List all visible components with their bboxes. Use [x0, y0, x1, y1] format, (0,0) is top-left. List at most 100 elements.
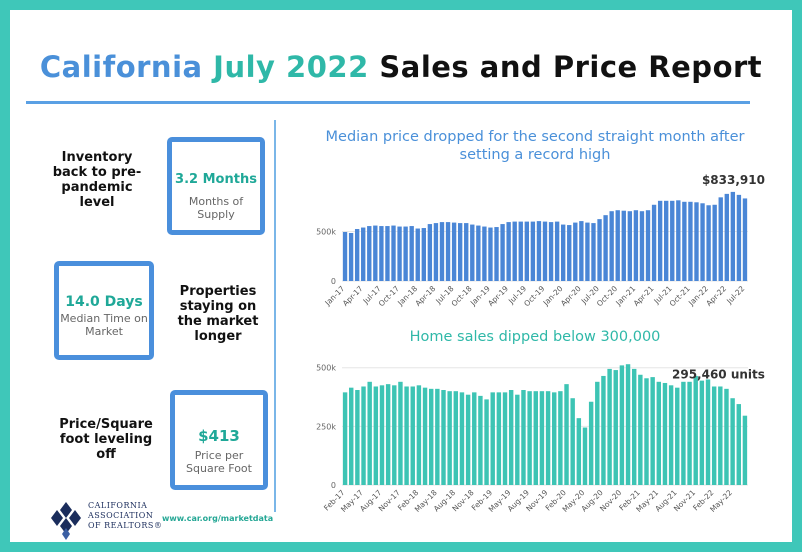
price-bar: [397, 226, 402, 281]
price-bar: [445, 222, 451, 281]
title-part-date: July 2022: [213, 50, 369, 84]
sales-bar: [459, 392, 465, 485]
sales-bar: [422, 387, 428, 485]
price-bar: [621, 210, 626, 281]
sales-bar: [453, 391, 459, 485]
inventory-label: Inventory back to pre-pandemic level: [52, 150, 142, 210]
days-on-market-value: 14.0 Days: [65, 294, 143, 310]
sales-bar: [693, 375, 698, 485]
price-bar: [615, 210, 620, 281]
sales-bar: [662, 382, 668, 485]
months-supply-value: 3.2 Months: [175, 172, 257, 187]
sales-bar: [570, 398, 575, 485]
logo-text: CALIFORNIA ASSOCIATION OF REALTORS®: [88, 501, 162, 531]
price-bar: [742, 198, 748, 281]
price-bar: [639, 211, 645, 281]
sales-bar: [558, 391, 563, 485]
price-sqft-value: $413: [198, 427, 240, 445]
price-bar: [736, 194, 742, 281]
sales-bar: [361, 386, 366, 485]
price-bar: [451, 222, 457, 281]
sales-bar: [681, 381, 686, 485]
sales-bar: [668, 385, 674, 485]
price-ytick-label: 500k: [316, 228, 336, 237]
sales-bar: [515, 394, 520, 485]
price-bar: [627, 211, 633, 281]
sales-bar: [742, 415, 748, 485]
price-bar: [439, 222, 445, 281]
price-sqft-caption: Price per Square Foot: [186, 449, 252, 475]
sales-bar: [730, 398, 735, 485]
price-bar: [597, 219, 602, 281]
price-bar: [506, 222, 511, 281]
price-bar: [609, 211, 614, 281]
price-bar: [415, 228, 420, 281]
sales-bar: [373, 386, 379, 485]
price-bar: [712, 204, 717, 281]
price-bar: [548, 222, 554, 281]
sales-bar: [724, 388, 729, 485]
sales-bar: [490, 392, 495, 485]
sales-bar: [465, 394, 471, 485]
price-bar: [536, 221, 542, 281]
sales-bar: [582, 427, 588, 485]
market-time-label: Properties staying on the market longer: [177, 284, 259, 344]
price-bar: [391, 225, 396, 281]
price-ytick-label: 0: [331, 277, 336, 286]
sales-bar: [650, 377, 655, 485]
website-link[interactable]: www.car.org/marketdata: [162, 514, 274, 523]
price-bar: [457, 223, 463, 281]
sales-bar: [502, 392, 508, 485]
logo-line-3: OF REALTORS®: [88, 521, 163, 530]
sales-bar: [447, 391, 452, 485]
price-bar: [403, 226, 408, 281]
sales-bar: [441, 390, 446, 485]
sales-bar: [379, 385, 385, 485]
sales-bar: [699, 380, 705, 485]
price-bar: [524, 221, 530, 281]
price-bar: [494, 227, 499, 281]
sales-bar: [644, 378, 649, 485]
price-bar: [706, 205, 711, 281]
sales-bar: [595, 381, 600, 485]
price-chart-title: Median price dropped for the second stra…: [325, 129, 745, 163]
months-supply-card: 3.2 Months Months of Supply: [167, 137, 265, 235]
price-bar: [433, 223, 439, 281]
price-bar: [482, 226, 487, 281]
title-part-report: Sales and Price Report: [368, 50, 763, 84]
price-bar: [573, 222, 578, 281]
sales-chart-title: Home sales dipped below 300,000: [409, 329, 661, 345]
price-bar: [724, 193, 729, 281]
sales-bar: [705, 379, 711, 485]
sales-bar: [496, 392, 502, 485]
price-bar: [373, 225, 378, 281]
sales-bar: [385, 384, 391, 485]
price-bar: [476, 225, 481, 281]
sales-bar: [711, 386, 717, 485]
sales-bar: [410, 386, 415, 485]
car-logo: [51, 502, 81, 540]
price-bar: [657, 200, 663, 281]
sales-ytick-label: 250k: [316, 422, 336, 431]
sales-bar: [552, 392, 557, 485]
price-bar: [488, 227, 493, 281]
sales-bar: [607, 368, 612, 485]
sales-bar: [398, 381, 403, 485]
realtor-emblem-icon: [51, 502, 81, 540]
sales-bar: [349, 387, 354, 485]
sales-bar: [638, 374, 643, 485]
sales-bar: [508, 390, 514, 485]
price-bar: [464, 223, 469, 281]
price-annotation: $833,910: [702, 173, 765, 187]
column-divider: [274, 120, 276, 512]
page-title: California July 2022 Sales and Price Rep…: [10, 50, 792, 84]
price-bar: [554, 221, 560, 281]
sales-bar: [625, 364, 631, 485]
sales-bar: [484, 399, 489, 485]
sales-bar: [416, 385, 422, 485]
price-bar: [500, 224, 505, 281]
price-bar: [530, 221, 536, 281]
sales-bar: [564, 384, 569, 485]
price-bar: [560, 224, 566, 281]
